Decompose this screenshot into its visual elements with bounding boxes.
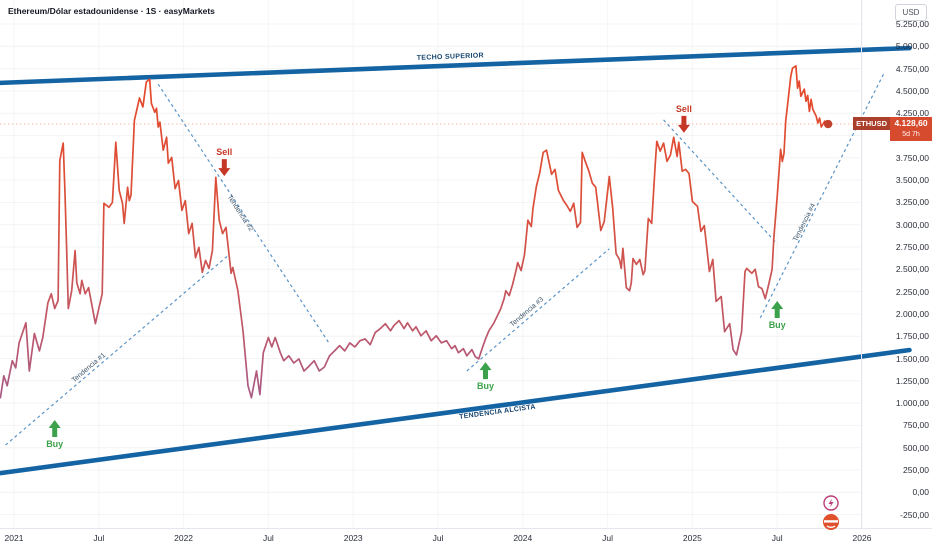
corner-icons xyxy=(823,495,839,530)
buy-label: Buy xyxy=(46,439,63,449)
last-price-dot xyxy=(823,119,833,129)
time-axis-tick: 2022 xyxy=(174,533,194,543)
dashed-trendline-5[interactable] xyxy=(759,72,885,319)
trendline-label: Tendencia #4 xyxy=(792,202,817,242)
price-axis-tick: 3.250,00 xyxy=(895,197,929,208)
price-axis-tick: 1.500,00 xyxy=(895,353,929,364)
sell-arrow-icon xyxy=(677,115,690,133)
current-price-badge: ETHUSD 4.128,60 5d 7h xyxy=(853,117,932,142)
price-axis[interactable]: 5.250,00 5.000,00 4.750,00 4.500,00 4.250,00… xyxy=(862,0,932,528)
badge-bar-countdown: 5d 7h xyxy=(902,131,920,139)
sell-arrow-icon xyxy=(218,159,231,177)
buy-label: Buy xyxy=(477,381,494,391)
ceiling-trendline[interactable] xyxy=(0,45,912,86)
time-axis-tick: 2026 xyxy=(852,533,872,543)
buy-marker[interactable]: Buy xyxy=(769,300,786,330)
price-axis-tick: 3.000,00 xyxy=(895,219,929,230)
price-axis-tick: 5.250,00 xyxy=(895,19,929,29)
buy-arrow-icon xyxy=(479,362,492,380)
support-trendline[interactable] xyxy=(0,347,912,476)
buy-marker[interactable]: Buy xyxy=(477,362,494,391)
price-axis-tick: 4.500,00 xyxy=(895,85,929,96)
price-axis-separator xyxy=(861,0,862,528)
time-axis-tick: 2025 xyxy=(682,533,702,543)
price-axis-tick: 1.250,00 xyxy=(895,375,929,386)
dashed-trendline-1[interactable] xyxy=(5,255,229,446)
trendline-label: Tendencia #2 xyxy=(226,194,255,233)
time-axis-tick: 2021 xyxy=(4,533,24,543)
price-axis-tick: 5.000,00 xyxy=(895,41,929,52)
dashed-trendline-2[interactable] xyxy=(157,83,330,345)
sell-label: Sell xyxy=(676,104,692,114)
trendline-label: Tendencia #1 xyxy=(71,352,107,384)
price-axis-tick: 3.750,00 xyxy=(895,152,929,163)
badge-price-value: 4.128,60 xyxy=(894,118,928,129)
buy-marker[interactable]: Buy xyxy=(46,420,63,449)
dashed-trendline-3[interactable] xyxy=(466,248,610,372)
easymarkets-logo-icon[interactable] xyxy=(823,514,839,530)
time-axis-tick: Jul xyxy=(262,533,274,543)
trendline-label: Tendencia #3 xyxy=(509,296,545,328)
price-axis-tick: 2.750,00 xyxy=(895,242,929,252)
badge-symbol-label: ETHUSD xyxy=(853,117,890,131)
currency-toggle-button[interactable]: USD xyxy=(895,4,927,21)
price-axis-tick: 0,00 xyxy=(912,487,929,498)
price-line xyxy=(0,65,829,399)
price-axis-tick: 2.000,00 xyxy=(895,308,929,319)
time-axis-separator xyxy=(0,528,932,529)
time-axis[interactable]: 2021 Jul 2022 Jul 2023 Jul 2024 Jul 2025 Jul 2026 xyxy=(0,529,932,550)
price-axis-tick: 3.500,00 xyxy=(895,175,929,186)
price-axis-tick: 2.500,00 xyxy=(895,264,929,275)
time-axis-tick: 2023 xyxy=(343,533,363,543)
price-axis-tick: 4.250,00 xyxy=(895,108,929,119)
time-axis-tick: Jul xyxy=(93,533,105,543)
boost-lightning-icon[interactable] xyxy=(823,495,839,511)
price-axis-tick: 4.750,00 xyxy=(895,63,929,74)
time-axis-tick: Jul xyxy=(602,533,614,543)
price-axis-tick: 2.250,00 xyxy=(895,286,929,297)
channel-label: TECHO SUPERIOR xyxy=(417,52,484,62)
price-axis-tick: 500,00 xyxy=(903,442,929,453)
price-axis-tick: 750,00 xyxy=(903,420,929,431)
price-axis-tick: 1.000,00 xyxy=(895,398,929,409)
price-axis-tick: 1.750,00 xyxy=(895,331,929,342)
buy-arrow-icon xyxy=(48,420,61,438)
sell-marker[interactable]: Sell xyxy=(676,104,692,133)
dashed-trendline-4[interactable] xyxy=(663,119,778,245)
symbol-title[interactable]: Ethereum/Dólar estadounidense · 1S · eas… xyxy=(8,6,215,16)
sell-label: Sell xyxy=(216,147,232,157)
price-axis-tick: 250,00 xyxy=(903,465,929,475)
sell-marker[interactable]: Sell xyxy=(216,147,232,177)
buy-label: Buy xyxy=(769,320,786,330)
price-axis-tick: -250,00 xyxy=(900,509,929,520)
time-axis-tick: Jul xyxy=(432,533,444,543)
time-axis-tick: Jul xyxy=(771,533,783,543)
time-axis-tick: 2024 xyxy=(513,533,533,543)
gridlines xyxy=(0,23,861,516)
buy-arrow-icon xyxy=(771,300,784,318)
